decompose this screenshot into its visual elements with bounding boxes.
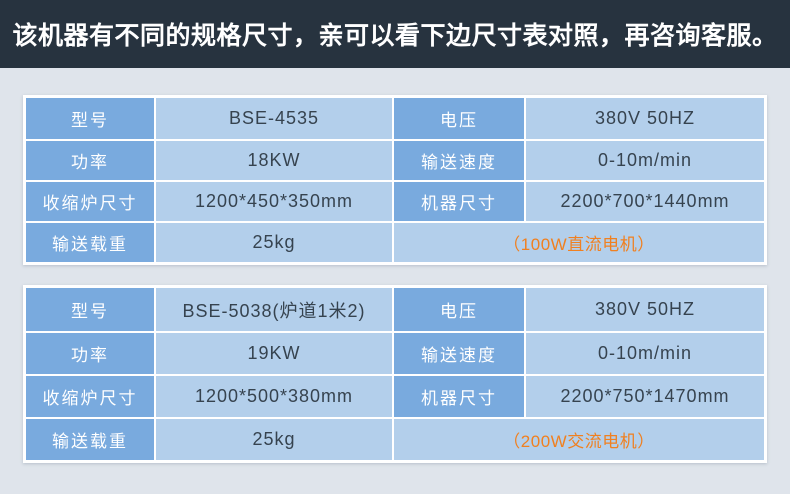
cell-note-motor: （100W直流电机） bbox=[392, 223, 764, 262]
spec-table-2: 型号 BSE-5038(炉道1米2) 电压 380V 50HZ 功率 19KW … bbox=[23, 285, 767, 463]
cell-label-furnace-size: 收缩炉尺寸 bbox=[26, 376, 154, 417]
cell-label-voltage: 电压 bbox=[392, 98, 524, 139]
cell-label-power: 功率 bbox=[26, 333, 154, 374]
cell-value-load-capacity: 25kg bbox=[154, 223, 392, 262]
table-row: 输送载重 25kg （100W直流电机） bbox=[26, 221, 764, 262]
cell-note-motor: （200W交流电机） bbox=[392, 419, 764, 460]
table-row: 收缩炉尺寸 1200*450*350mm 机器尺寸 2200*700*1440m… bbox=[26, 180, 764, 221]
header-banner: 该机器有不同的规格尺寸，亲可以看下边尺寸表对照，再咨询客服。 bbox=[0, 0, 790, 68]
cell-value-model: BSE-4535 bbox=[154, 98, 392, 139]
cell-value-load-capacity: 25kg bbox=[154, 419, 392, 460]
cell-label-conveyor-speed: 输送速度 bbox=[392, 141, 524, 180]
cell-value-furnace-size: 1200*500*380mm bbox=[154, 376, 392, 417]
cell-label-model: 型号 bbox=[26, 98, 154, 139]
cell-value-voltage: 380V 50HZ bbox=[524, 288, 764, 331]
cell-label-power: 功率 bbox=[26, 141, 154, 180]
cell-value-voltage: 380V 50HZ bbox=[524, 98, 764, 139]
cell-value-model: BSE-5038(炉道1米2) bbox=[154, 288, 392, 331]
cell-value-conveyor-speed: 0-10m/min bbox=[524, 141, 764, 180]
table-row: 收缩炉尺寸 1200*500*380mm 机器尺寸 2200*750*1470m… bbox=[26, 374, 764, 417]
table-row: 输送载重 25kg （200W交流电机） bbox=[26, 417, 764, 460]
cell-label-conveyor-speed: 输送速度 bbox=[392, 333, 524, 374]
cell-value-furnace-size: 1200*450*350mm bbox=[154, 182, 392, 221]
cell-value-machine-size: 2200*750*1470mm bbox=[524, 376, 764, 417]
cell-value-conveyor-speed: 0-10m/min bbox=[524, 333, 764, 374]
cell-label-furnace-size: 收缩炉尺寸 bbox=[26, 182, 154, 221]
cell-label-voltage: 电压 bbox=[392, 288, 524, 331]
cell-label-load-capacity: 输送载重 bbox=[26, 223, 154, 262]
table-row: 功率 19KW 输送速度 0-10m/min bbox=[26, 331, 764, 374]
table-row: 功率 18KW 输送速度 0-10m/min bbox=[26, 139, 764, 180]
spec-table-1: 型号 BSE-4535 电压 380V 50HZ 功率 18KW 输送速度 0-… bbox=[23, 95, 767, 265]
table-row: 型号 BSE-4535 电压 380V 50HZ bbox=[26, 98, 764, 139]
cell-value-machine-size: 2200*700*1440mm bbox=[524, 182, 764, 221]
cell-value-power: 18KW bbox=[154, 141, 392, 180]
cell-label-model: 型号 bbox=[26, 288, 154, 331]
cell-label-load-capacity: 输送载重 bbox=[26, 419, 154, 460]
table-row: 型号 BSE-5038(炉道1米2) 电压 380V 50HZ bbox=[26, 288, 764, 331]
cell-label-machine-size: 机器尺寸 bbox=[392, 376, 524, 417]
page-title: 该机器有不同的规格尺寸，亲可以看下边尺寸表对照，再咨询客服。 bbox=[12, 22, 778, 50]
cell-label-machine-size: 机器尺寸 bbox=[392, 182, 524, 221]
cell-value-power: 19KW bbox=[154, 333, 392, 374]
